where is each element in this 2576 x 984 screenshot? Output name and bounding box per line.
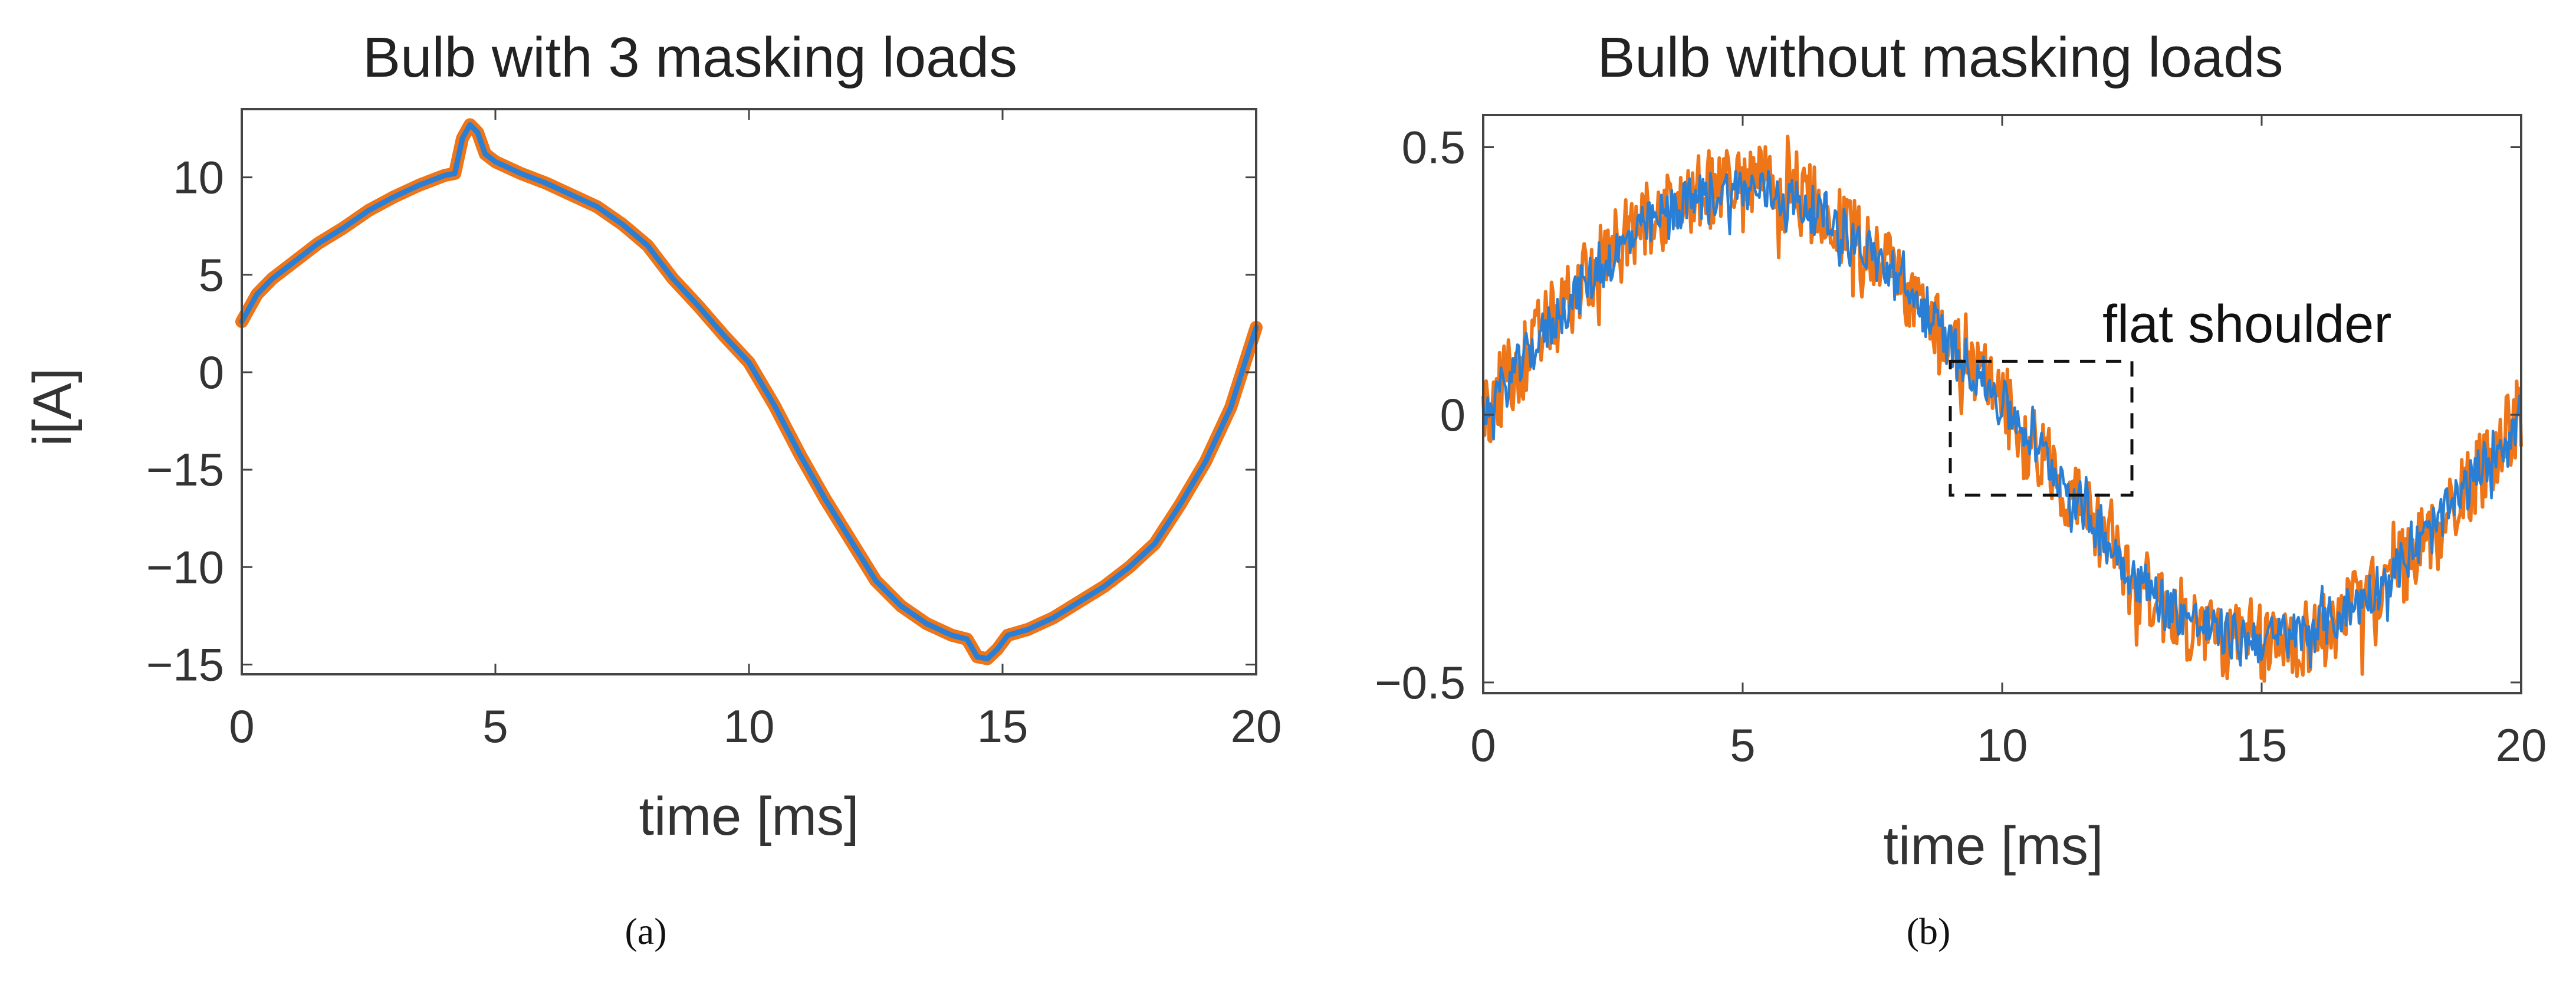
y-tick-label: −15 [146, 444, 224, 496]
x-tick-label: 20 [2496, 719, 2547, 771]
x-tick-label: 15 [977, 700, 1029, 752]
panel-b-title: Bulb without masking loads [1597, 26, 2283, 89]
y-tick-label: 5 [199, 249, 224, 301]
panel-a-caption: (a) [625, 910, 666, 952]
y-tick-label: 0 [199, 346, 224, 398]
x-tick-label: 5 [1730, 719, 1755, 771]
panel-b: Bulb without masking loads 0 5 10 15 20 0.50… [1375, 26, 2547, 952]
x-tick-label: 5 [482, 700, 508, 752]
x-tick-label: 10 [724, 700, 775, 752]
x-tick-label: 0 [1470, 719, 1496, 771]
panel-b-plot-area [1481, 135, 2523, 683]
panel-a-x-label: time [ms] [639, 786, 859, 847]
panel-a-y-label: i[A] [22, 368, 83, 447]
series-line-blue [1481, 170, 2523, 669]
panel-b-x-ticks: 0 5 10 15 20 [1470, 115, 2547, 771]
panel-a-y-ticks: 10 5 0 −15 −10 −15 [146, 152, 1256, 690]
y-tick-label: 10 [173, 152, 224, 204]
panel-b-caption: (b) [1907, 910, 1951, 952]
series-line-blue [239, 122, 1259, 662]
x-tick-label: 20 [1231, 700, 1282, 752]
panel-b-x-label: time [ms] [1883, 816, 2103, 876]
x-tick-label: 10 [1977, 719, 2028, 771]
series-line-orange [235, 118, 1263, 665]
y-tick-label: 0 [1440, 389, 1466, 441]
flat-shoulder-box [1949, 359, 2134, 497]
panel-a-plot-area [235, 118, 1263, 665]
panel-b-y-ticks: 0.5 0 −0.5 [1375, 121, 2521, 709]
flat-shoulder-label: flat shoulder [2102, 295, 2391, 354]
panel-a: Bulb with 3 masking loads 0 5 10 15 20 1050−… [22, 26, 1282, 952]
y-tick-label: −10 [146, 541, 224, 593]
x-tick-label: 0 [229, 700, 254, 752]
x-tick-label: 15 [2236, 719, 2288, 771]
y-tick-label: 0.5 [1402, 121, 1466, 173]
panel-a-title: Bulb with 3 masking loads [363, 26, 1017, 89]
y-tick-label: −15 [146, 638, 224, 690]
panel-a-x-ticks: 0 5 10 15 20 [229, 109, 1282, 752]
y-tick-label: −0.5 [1375, 657, 1466, 709]
